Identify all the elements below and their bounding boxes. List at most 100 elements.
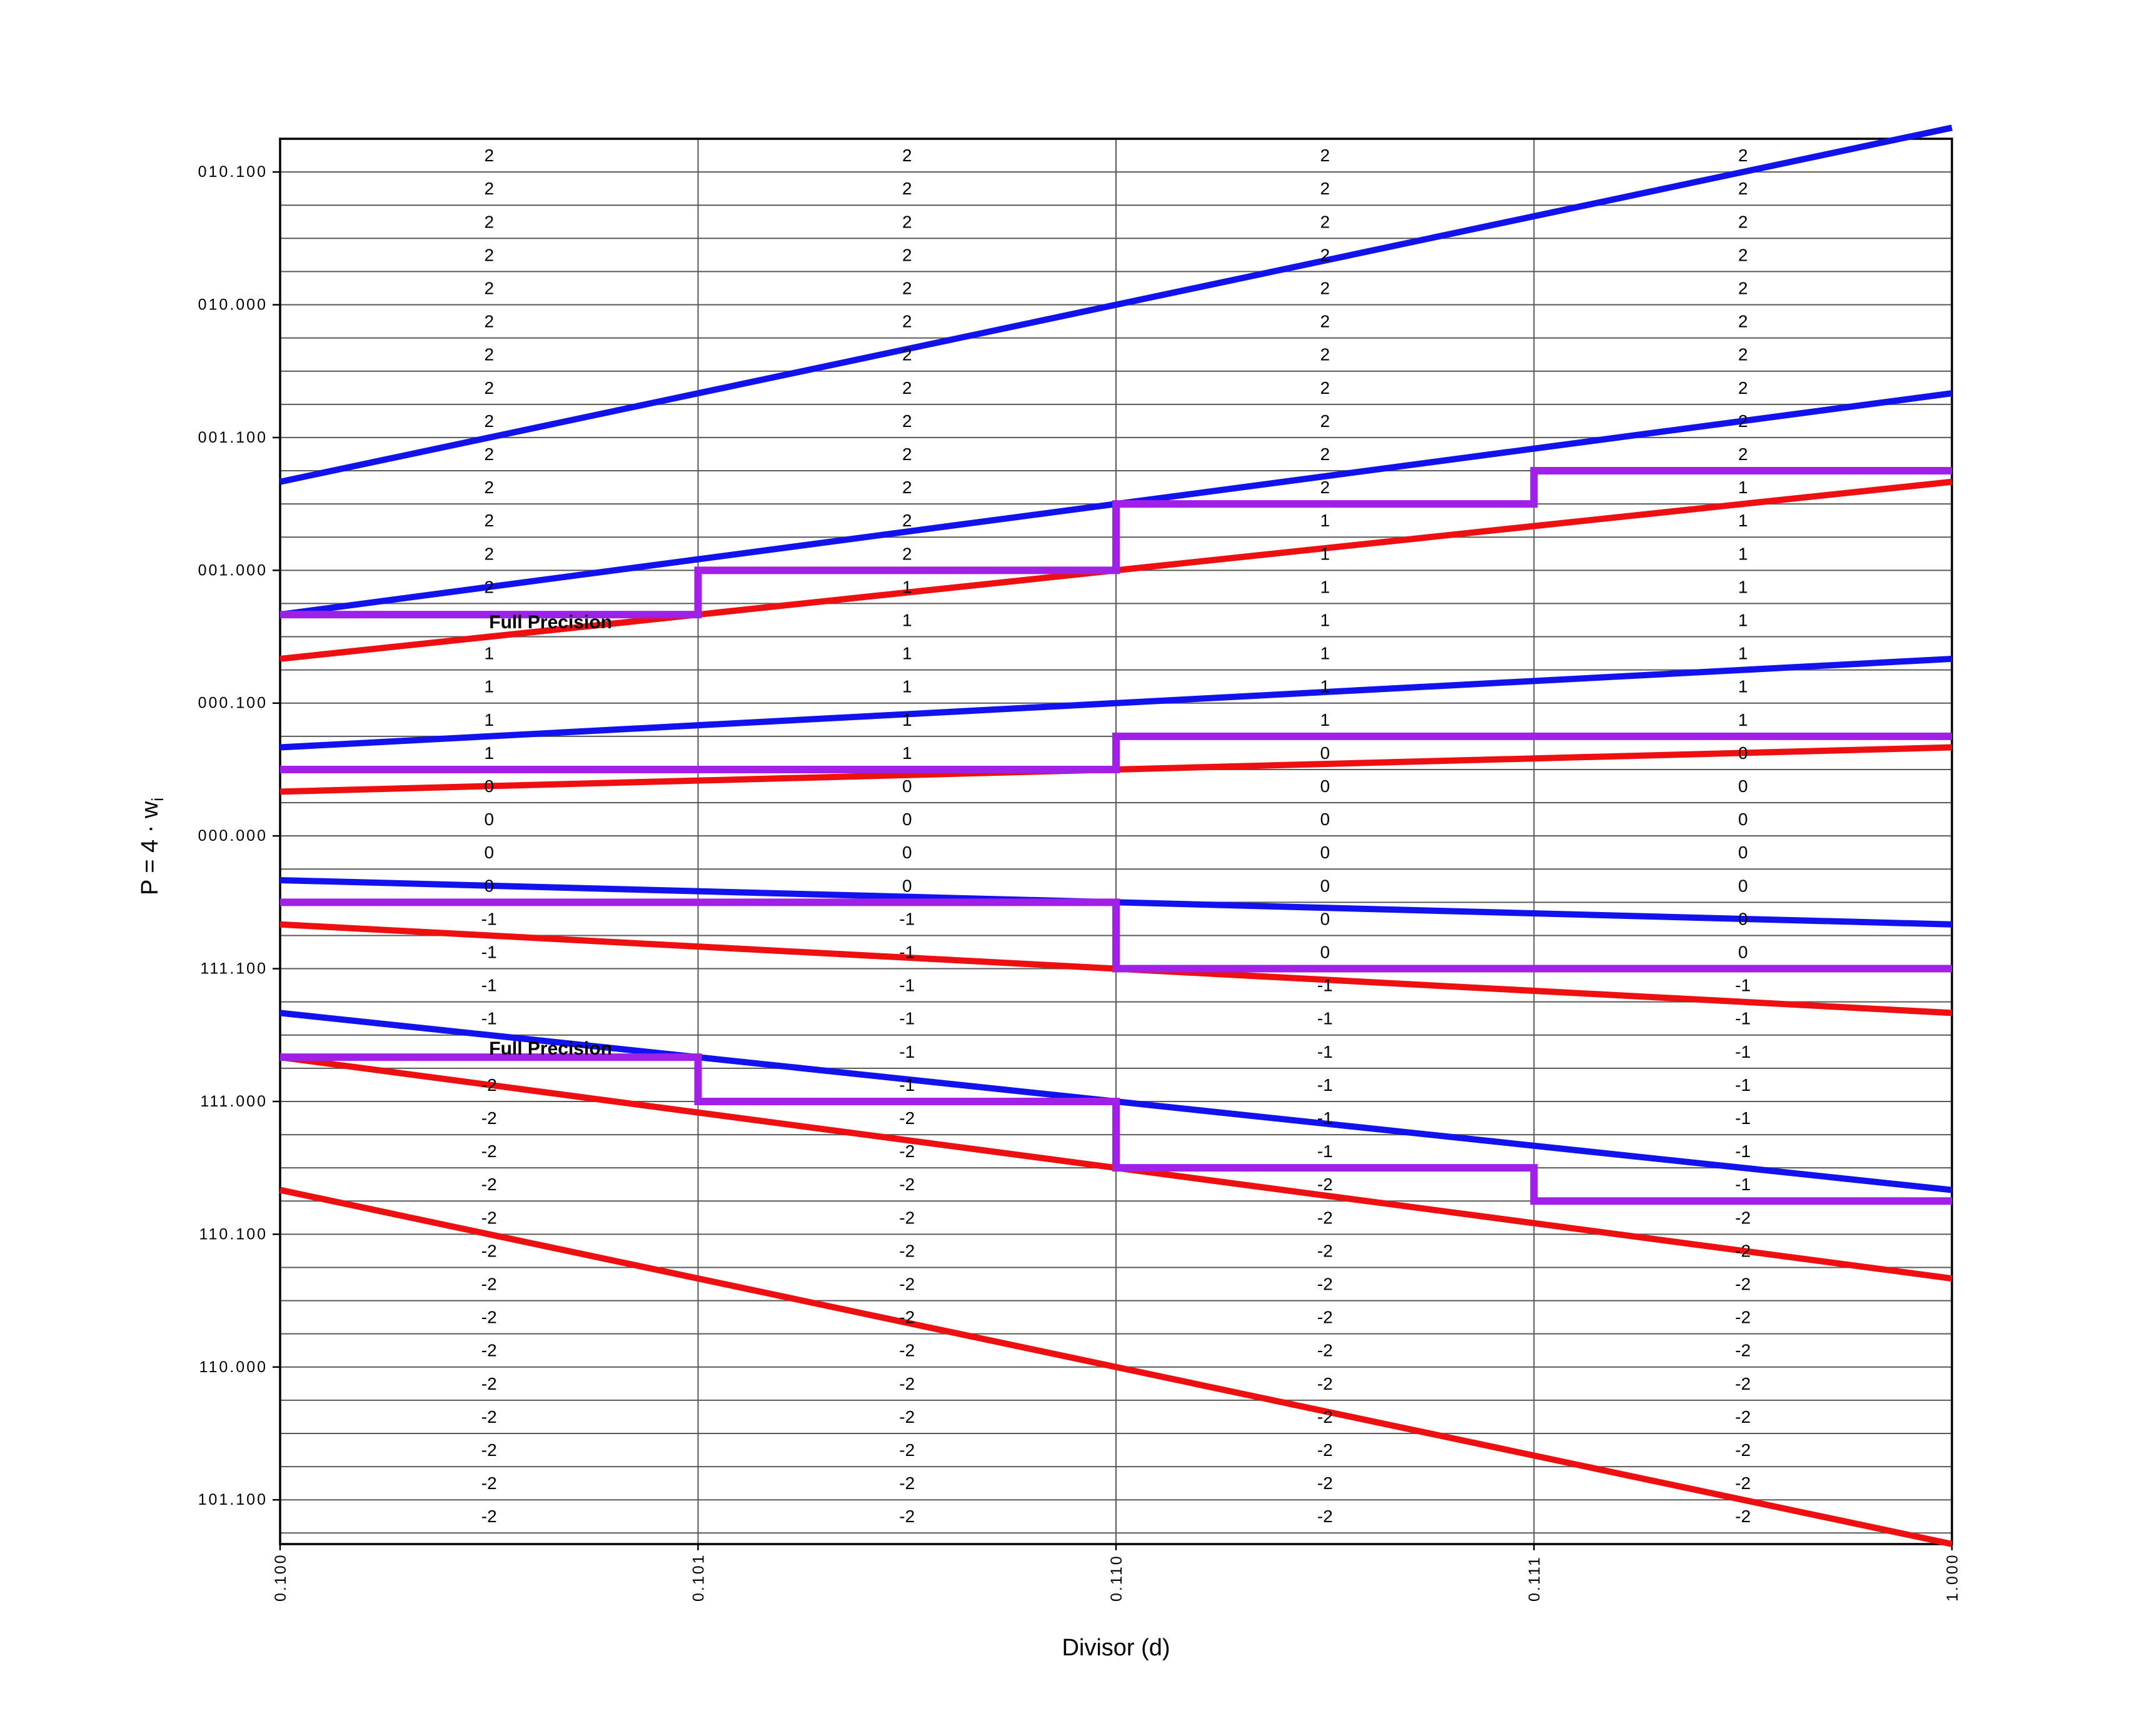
cell-digit: 0 bbox=[902, 843, 912, 862]
cell-digit: -2 bbox=[1317, 1507, 1333, 1526]
cell-digit: 1 bbox=[484, 710, 494, 730]
cell-digit: 2 bbox=[902, 245, 912, 264]
cell-digit: 2 bbox=[1320, 245, 1330, 264]
full-precision-label: Full Precision bbox=[489, 1038, 612, 1059]
cell-digit: 1 bbox=[1320, 644, 1330, 663]
cell-digit: 0 bbox=[902, 810, 912, 829]
y-tick-label: 010.000 bbox=[198, 296, 268, 314]
cell-digit: -2 bbox=[899, 1275, 915, 1294]
cell-digit: 1 bbox=[1320, 577, 1330, 596]
staircase-select-0-vs-m1 bbox=[280, 898, 1952, 973]
cell-digit: -1 bbox=[1735, 1009, 1751, 1028]
cell-digit: 2 bbox=[902, 312, 912, 331]
cell-digit: 1 bbox=[1738, 544, 1748, 563]
cell-digit: 2 bbox=[1320, 212, 1330, 231]
cell-digit: -2 bbox=[899, 1241, 915, 1260]
y-tick-label: 111.000 bbox=[200, 1093, 268, 1110]
cell-digit: -2 bbox=[481, 1175, 497, 1194]
cell-digit: 1 bbox=[484, 644, 494, 663]
cell-digit: -2 bbox=[1735, 1440, 1751, 1460]
boundary-line-upper-bound-q0 bbox=[279, 655, 1953, 751]
cell-digit: 2 bbox=[902, 278, 912, 298]
cell-digit: 2 bbox=[1738, 411, 1748, 431]
cell-digit: -2 bbox=[481, 1507, 497, 1526]
cell-digit: 0 bbox=[1738, 743, 1748, 763]
cell-digit: 2 bbox=[1320, 444, 1330, 464]
cell-digit: -2 bbox=[1317, 1440, 1333, 1460]
cell-digit: -2 bbox=[1735, 1308, 1751, 1327]
cell-digit: 0 bbox=[1738, 876, 1748, 895]
cell-digit: -1 bbox=[899, 1009, 915, 1028]
y-tick-label: 110.100 bbox=[199, 1225, 268, 1243]
staircase-select-m1-vs-m2 bbox=[280, 1053, 1952, 1205]
cell-digit: -2 bbox=[1735, 1241, 1751, 1260]
cell-digit: -1 bbox=[899, 1042, 915, 1061]
y-tick-label: 000.100 bbox=[198, 695, 268, 712]
cell-digit: -2 bbox=[1735, 1507, 1751, 1526]
x-tick-label: 1.000 bbox=[1944, 1553, 1961, 1602]
cell-digit: -2 bbox=[899, 1108, 915, 1128]
cell-digit: -1 bbox=[1317, 1141, 1333, 1161]
cell-digit: 0 bbox=[1738, 810, 1748, 829]
cell-digit: -2 bbox=[899, 1175, 915, 1194]
cell-digit: 2 bbox=[902, 345, 912, 364]
cell-digit: 0 bbox=[1320, 909, 1330, 928]
cell-digit: 1 bbox=[902, 710, 912, 730]
cell-digit: -2 bbox=[1317, 1275, 1333, 1294]
y-tick-label: 110.000 bbox=[199, 1358, 268, 1376]
cell-digit: 0 bbox=[1320, 843, 1330, 862]
cell-digit: 2 bbox=[902, 478, 912, 497]
x-axis-title: Divisor (d) bbox=[1062, 1635, 1170, 1661]
cell-digit: 1 bbox=[902, 610, 912, 630]
cell-digit: -1 bbox=[1735, 1108, 1751, 1128]
cell-digit: 2 bbox=[902, 544, 912, 563]
cell-digit: 2 bbox=[1320, 478, 1330, 497]
cell-digit: 1 bbox=[902, 677, 912, 696]
cell-digit: -2 bbox=[481, 1241, 497, 1260]
cell-digit: 2 bbox=[902, 146, 912, 165]
cell-digit: 1 bbox=[484, 677, 494, 696]
y-axis-title: P = 4 · wi bbox=[137, 798, 167, 895]
cell-digit: 2 bbox=[484, 245, 494, 264]
cell-digit: -2 bbox=[1735, 1407, 1751, 1427]
x-tick-label: 0.111 bbox=[1526, 1555, 1544, 1602]
cell-digit: 0 bbox=[1320, 943, 1330, 962]
cell-digit: -2 bbox=[899, 1374, 915, 1393]
cell-digit: -1 bbox=[899, 943, 915, 962]
cell-digit: -2 bbox=[481, 1075, 497, 1095]
cell-digit: 1 bbox=[1738, 710, 1748, 730]
cell-digit: 1 bbox=[1320, 511, 1330, 530]
cell-digit: -2 bbox=[1317, 1374, 1333, 1393]
cell-digit: -2 bbox=[899, 1308, 915, 1327]
boundary-line-lower-bound-qm2 bbox=[279, 1187, 1953, 1547]
cell-digit: 2 bbox=[484, 577, 494, 596]
staircase-select-2-vs-1 bbox=[280, 467, 1952, 619]
cell-digit: -1 bbox=[481, 943, 497, 962]
cell-digit: 1 bbox=[1320, 710, 1330, 730]
y-tick-label: 101.100 bbox=[198, 1491, 268, 1508]
cell-digit: 2 bbox=[1738, 378, 1748, 398]
cell-digit: -1 bbox=[1735, 1075, 1751, 1095]
y-tick-label: 010.100 bbox=[198, 163, 268, 181]
cell-digit: 2 bbox=[484, 278, 494, 298]
cell-digit: 1 bbox=[902, 577, 912, 596]
cell-digit: 1 bbox=[1320, 610, 1330, 630]
cell-digit: -2 bbox=[1317, 1341, 1333, 1360]
cell-digit: -2 bbox=[481, 1473, 497, 1493]
cell-digit: -2 bbox=[899, 1507, 915, 1526]
cell-digit: 1 bbox=[1738, 511, 1748, 530]
cell-digit: -1 bbox=[1735, 976, 1751, 995]
cell-digit: 2 bbox=[484, 444, 494, 464]
cell-digit: -2 bbox=[1317, 1473, 1333, 1493]
cell-digit: 2 bbox=[484, 146, 494, 165]
cell-digit: 2 bbox=[1320, 345, 1330, 364]
cell-digit: 0 bbox=[484, 876, 494, 895]
y-tick-label: 111.100 bbox=[200, 960, 268, 978]
cell-digit: 2 bbox=[484, 312, 494, 331]
cell-digit: 2 bbox=[1738, 212, 1748, 231]
cell-digit: 0 bbox=[1320, 810, 1330, 829]
cell-digit: 1 bbox=[902, 644, 912, 663]
cell-digit: 2 bbox=[1320, 411, 1330, 431]
